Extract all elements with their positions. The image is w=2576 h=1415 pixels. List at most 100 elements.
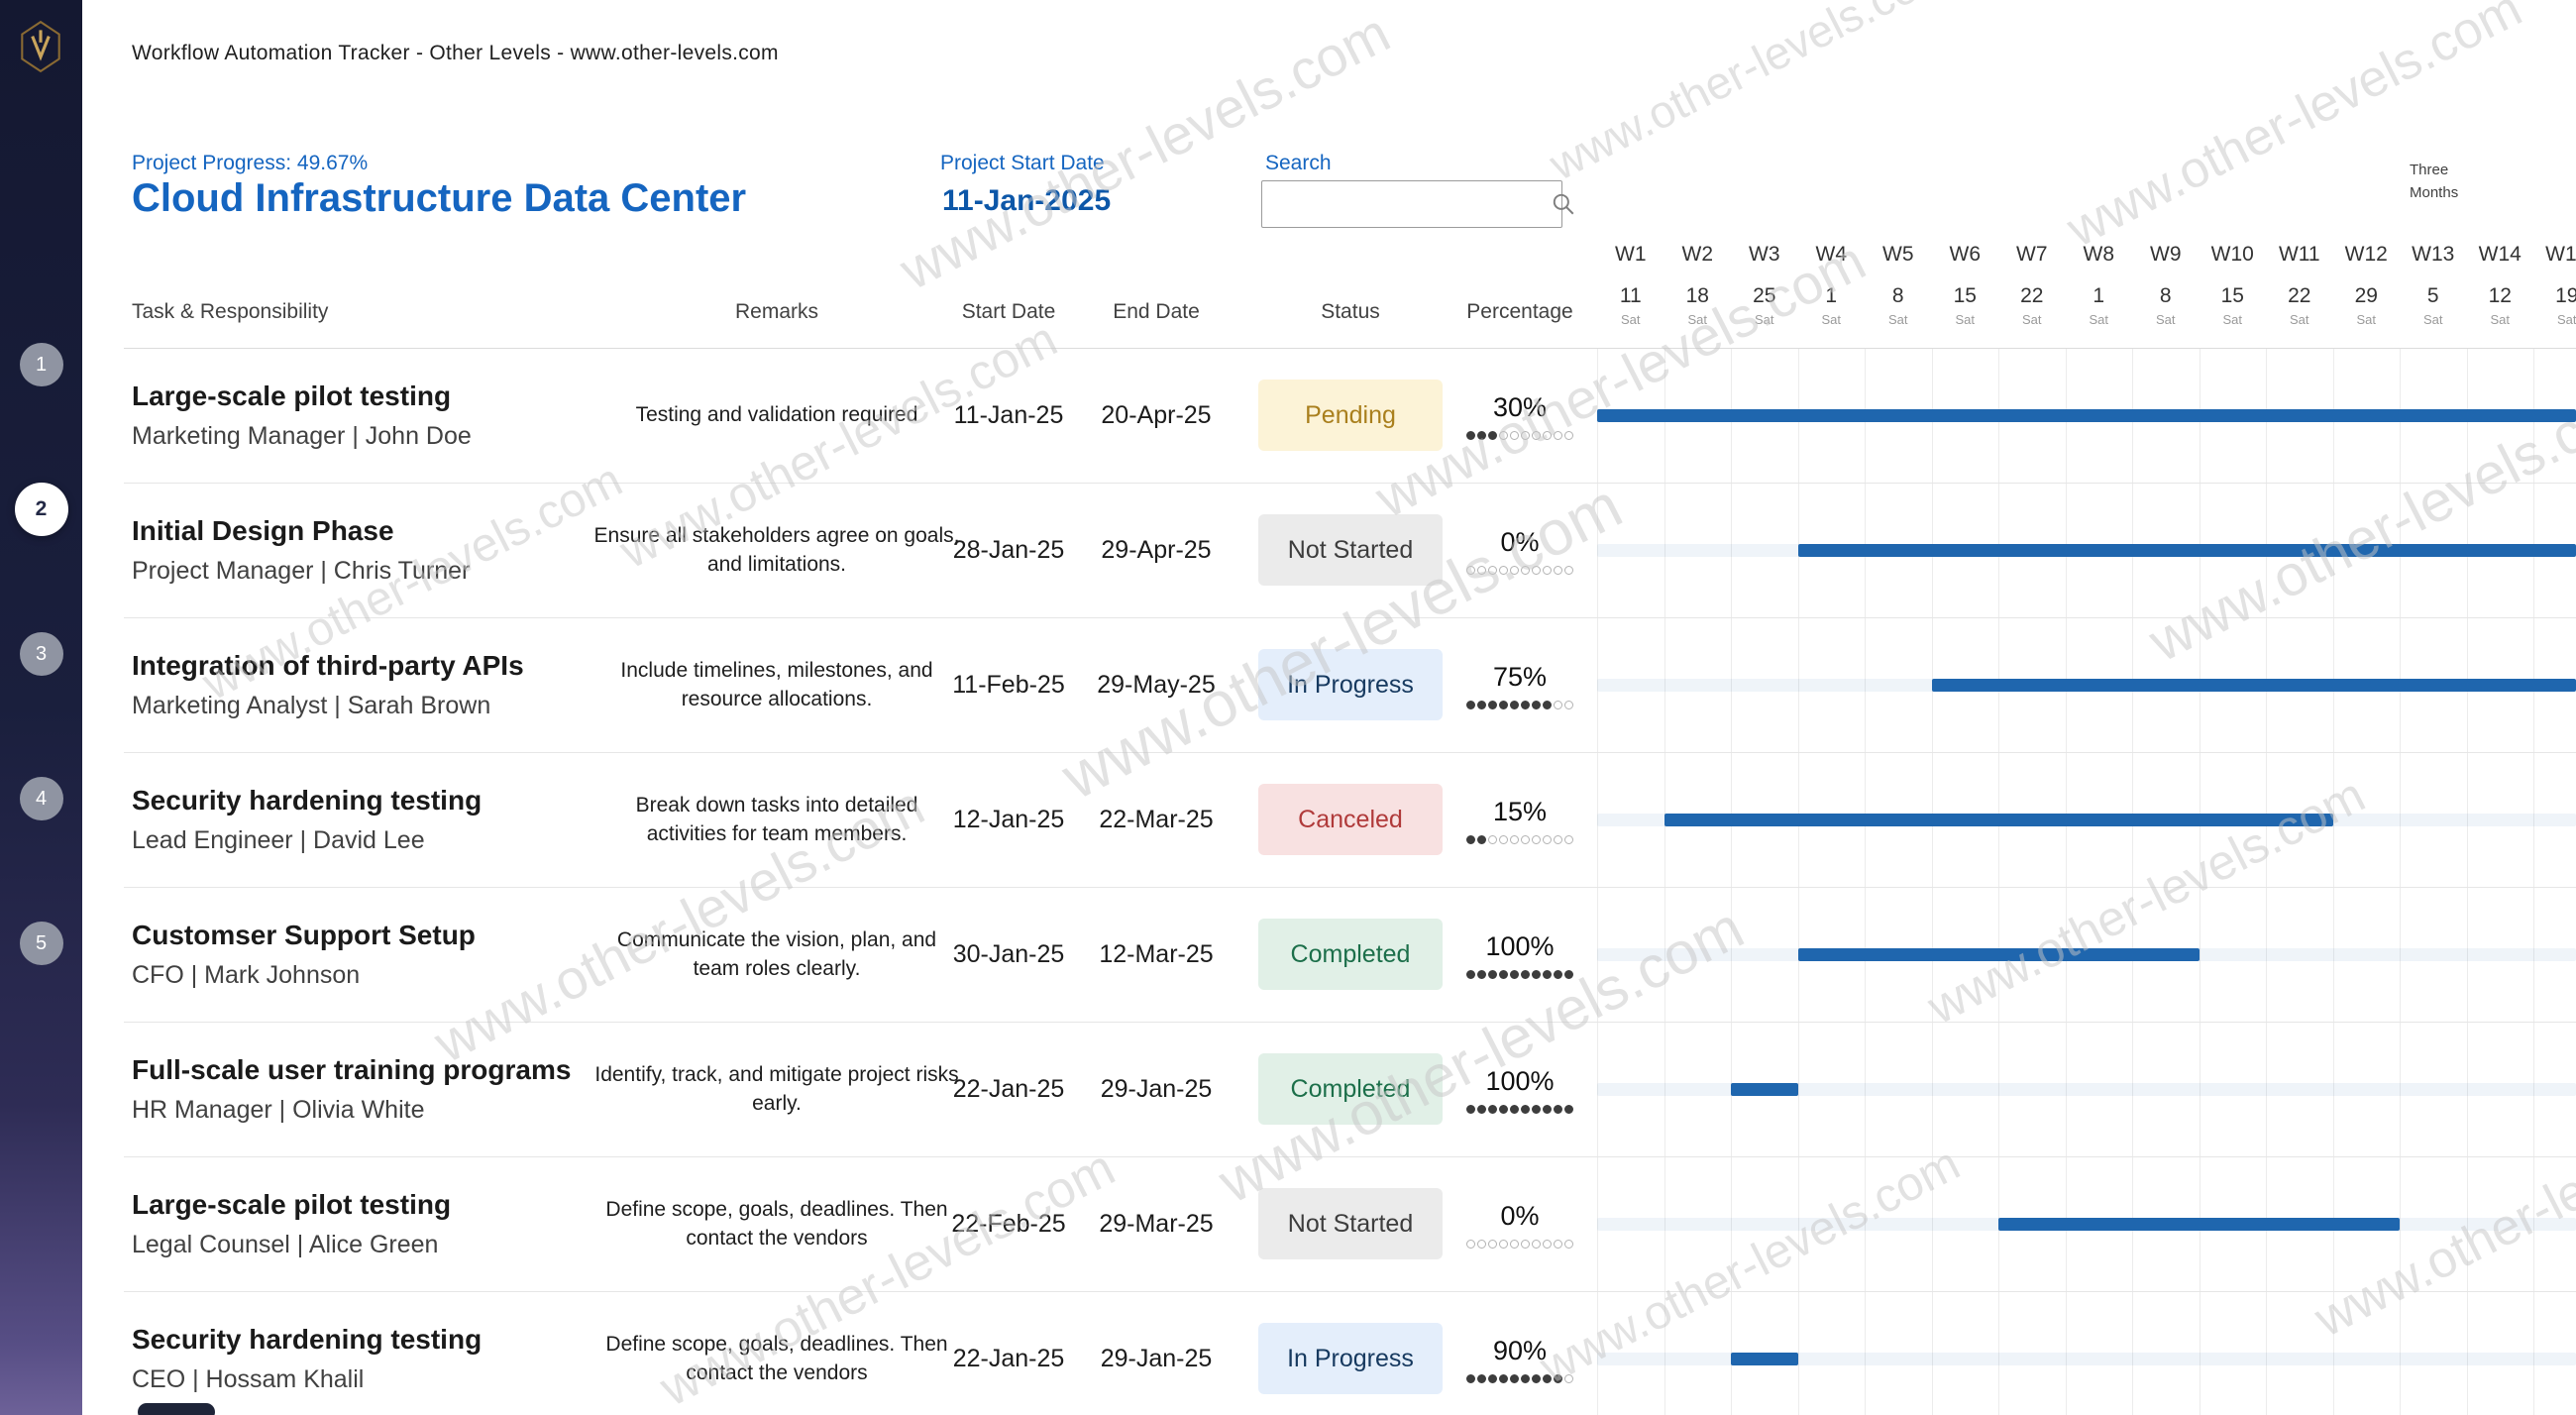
page-button-2[interactable]: 2 [14, 483, 68, 536]
progress-dot [1488, 969, 1497, 979]
week-date: 5 [2426, 284, 2439, 307]
gantt-bar [1731, 1353, 1798, 1365]
progress-dot [1543, 430, 1552, 440]
week-day: Sat [2089, 312, 2108, 327]
task-owner: Project Manager | Chris Turner [132, 557, 471, 585]
percentage-value: 75% [1492, 661, 1548, 692]
progress-dot [1521, 430, 1530, 440]
week-header-cell: W11 22 Sat [2266, 238, 2333, 349]
week-label: W6 [1949, 243, 1982, 266]
week-header-cell: W10 15 Sat [2200, 238, 2267, 349]
task-remarks: Include timelines, milestones, and resou… [620, 659, 933, 710]
task-row: Integration of third-party APIs Marketing… [124, 618, 2576, 753]
percentage-cell: 0% [1431, 1157, 1609, 1291]
task-remarks: Break down tasks into detailed activitie… [635, 794, 918, 845]
end-date: 29-Jan-25 [1100, 1345, 1213, 1372]
progress-dot [1477, 565, 1486, 575]
week-label: W14 [2478, 243, 2522, 266]
week-label: W4 [1815, 243, 1848, 266]
week-header-cell: W1 11 Sat [1597, 238, 1664, 349]
progress-dot [1477, 700, 1486, 709]
week-date: 19 [2555, 284, 2576, 307]
percentage-value: 0% [1500, 1200, 1540, 1231]
week-date: 1 [1825, 284, 1838, 307]
progress-dot [1510, 969, 1519, 979]
watermark-text: www.other-levels.com [1541, 0, 1960, 190]
project-start-date-value: 11-Jan-2025 [942, 184, 1112, 217]
column-header-end-date: End Date [1113, 300, 1200, 323]
percentage-value: 100% [1485, 930, 1555, 961]
progress-dot [1510, 1373, 1519, 1383]
column-header-remarks: Remarks [734, 300, 818, 323]
page-button-1[interactable]: 1 [19, 343, 63, 386]
progress-dot [1521, 700, 1530, 709]
percentage-dots [1466, 430, 1573, 440]
progress-dot [1532, 565, 1541, 575]
week-header-cell: W5 8 Sat [1865, 238, 1932, 349]
progress-dot [1554, 1373, 1562, 1383]
column-header-task: Task & Responsibility [132, 300, 329, 323]
week-header-cell: W6 15 Sat [1932, 238, 1999, 349]
week-day: Sat [1887, 312, 1908, 327]
progress-dot [1510, 700, 1519, 709]
progress-dot [1466, 565, 1475, 575]
week-date: 15 [2220, 284, 2244, 307]
progress-dot [1532, 1373, 1541, 1383]
progress-dot [1510, 834, 1519, 844]
gantt-bar [1664, 814, 2333, 826]
search-icon[interactable] [1551, 191, 1576, 217]
page-button-3[interactable]: 3 [19, 632, 63, 676]
week-day: Sat [2422, 312, 2443, 327]
task-remarks: Communicate the vision, plan, and team r… [616, 928, 937, 980]
start-date: 28-Jan-25 [952, 536, 1065, 564]
week-day: Sat [1754, 312, 1774, 327]
progress-dot [1532, 834, 1541, 844]
progress-dot [1488, 565, 1497, 575]
task-remarks: Define scope, goals, deadlines. Then con… [605, 1333, 948, 1384]
task-row: Full-scale user training programs HR Mana… [124, 1023, 2576, 1157]
week-label: W3 [1749, 243, 1780, 266]
page-button-4[interactable]: 4 [19, 777, 63, 820]
end-date: 29-Jan-25 [1100, 1075, 1213, 1103]
column-header-status: Status [1321, 300, 1380, 323]
search-input[interactable] [1262, 181, 1551, 227]
week-date: 25 [1753, 284, 1776, 307]
progress-dot [1554, 834, 1562, 844]
end-date: 29-May-25 [1097, 671, 1216, 699]
gantt-bar [1797, 948, 2200, 961]
progress-dot [1499, 1104, 1508, 1114]
task-cell: Security hardening testing Lead Engineer … [132, 753, 482, 887]
progress-dot [1543, 1239, 1552, 1249]
horizontal-scrollbar-thumb[interactable] [138, 1403, 215, 1415]
progress-dot [1477, 1104, 1486, 1114]
column-header-start-date: Start Date [961, 300, 1056, 323]
task-row: Large-scale pilot testing Marketing Manag… [124, 349, 2576, 484]
week-date: 8 [2159, 284, 2172, 307]
week-header-cell: W7 22 Sat [1998, 238, 2066, 349]
week-day: Sat [2289, 312, 2309, 327]
page-button-5[interactable]: 5 [19, 922, 63, 965]
progress-dot [1499, 565, 1508, 575]
progress-dot [1488, 1104, 1497, 1114]
gantt-bar [1797, 544, 2576, 557]
progress-dot [1521, 1104, 1530, 1114]
week-header-cell: W2 18 Sat [1664, 238, 1732, 349]
week-label: W9 [2150, 243, 2182, 266]
gantt-week-header: W1 11 Sat W2 18 Sat W3 25 Sat W4 1 Sat W5 8 Sat W6 15 Sat… [1597, 238, 2576, 349]
week-label: W2 [1681, 243, 1714, 266]
week-label: W8 [2083, 243, 2115, 266]
percentage-cell: 100% [1431, 888, 1609, 1022]
progress-dot [1499, 700, 1508, 709]
progress-dot [1564, 1239, 1573, 1249]
progress-dot [1532, 700, 1541, 709]
progress-dot [1543, 1104, 1552, 1114]
week-date: 11 [1619, 284, 1642, 307]
progress-dot [1543, 565, 1552, 575]
week-date: 1 [2093, 284, 2105, 307]
progress-dot [1521, 1239, 1530, 1249]
task-owner: Marketing Analyst | Sarah Brown [132, 692, 491, 719]
percentage-value: 30% [1492, 391, 1548, 422]
gantt-bar [1931, 679, 2576, 692]
progress-dot [1521, 969, 1530, 979]
